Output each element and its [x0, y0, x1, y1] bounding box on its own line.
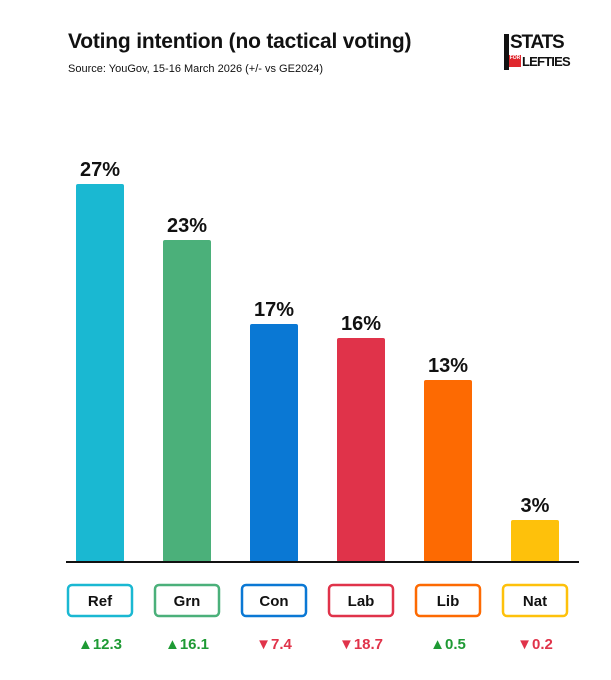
party-label-box-con [240, 583, 308, 618]
party-label-lab: Lab [348, 593, 375, 610]
bar-value-label-lab: 16% [341, 313, 381, 335]
bar-value-label-grn: 23% [167, 215, 207, 237]
bar-grn [163, 240, 211, 562]
party-label-lib: Lib [437, 593, 460, 610]
bar-value-label-nat: 3% [521, 495, 550, 517]
bar-value-label-ref: 27% [80, 159, 120, 181]
party-label-con: Con [259, 593, 288, 610]
bar-nat [511, 520, 559, 562]
party-label-box-nat [501, 583, 569, 618]
change-label-lib: ▲0.5 [430, 636, 466, 653]
bar-value-label-con: 17% [254, 299, 294, 321]
change-label-grn: ▲16.1 [165, 636, 209, 653]
party-label-grn: Grn [174, 593, 201, 610]
logo-text-top: STATS [510, 32, 565, 53]
bar-value-label-lib: 13% [428, 355, 468, 377]
logo-text-bottom: LEFTIES [522, 54, 571, 69]
party-label-box-ref [66, 583, 134, 618]
chart-title: Voting intention (no tactical voting) [68, 30, 412, 53]
stats-for-lefties-logo: STATS FOR LEFTIES [504, 32, 571, 74]
party-label-ref: Ref [88, 593, 113, 610]
chart-subtitle: Source: YouGov, 15-16 March 2026 (+/- vs… [68, 63, 324, 75]
change-label-lab: ▼18.7 [339, 636, 383, 653]
bar-ref [76, 184, 124, 562]
change-label-con: ▼7.4 [256, 636, 292, 653]
party-label-nat: Nat [523, 593, 547, 610]
logo-text-box: FOR [509, 55, 521, 67]
bar-lab [337, 338, 385, 562]
change-label-ref: ▲12.3 [78, 636, 122, 653]
party-label-box-lib [414, 583, 482, 618]
party-label-box-grn [153, 583, 221, 618]
change-label-nat: ▼0.2 [517, 636, 553, 653]
bar-con [250, 324, 298, 562]
logo-bar [504, 34, 509, 70]
party-label-box-lab [327, 583, 395, 618]
bar-lib [424, 380, 472, 562]
